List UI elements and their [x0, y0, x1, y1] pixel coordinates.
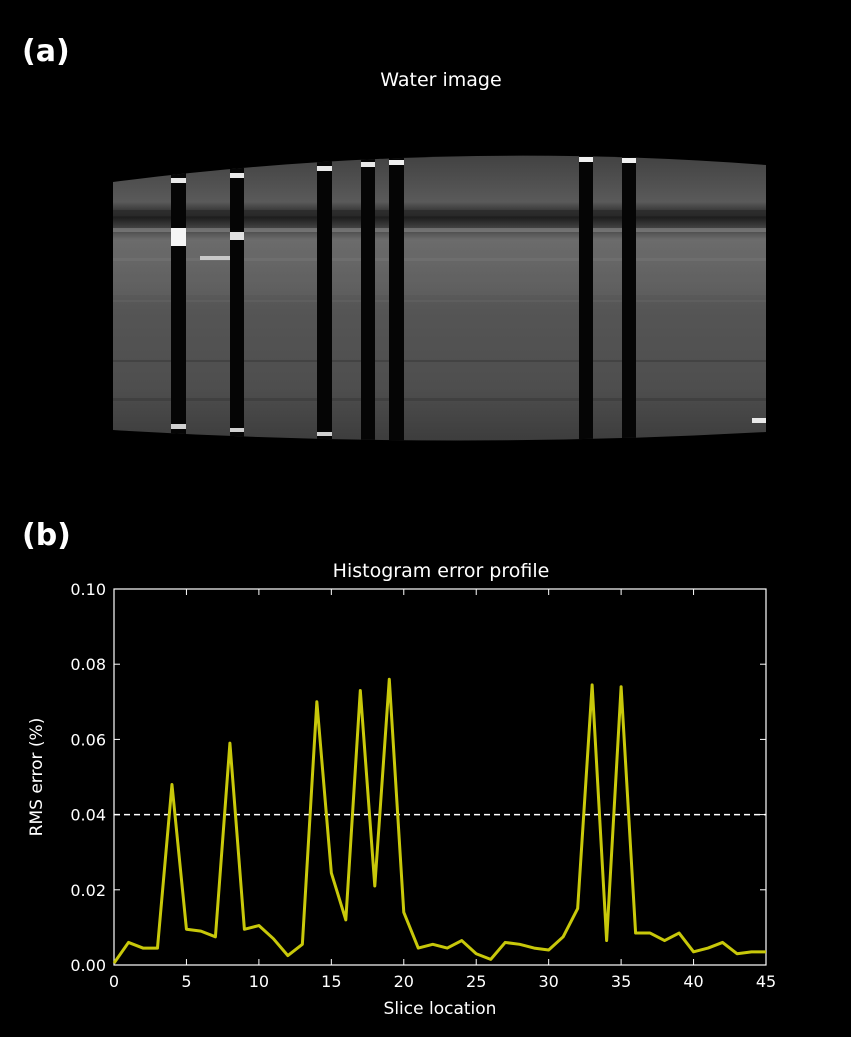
x-tick-label: 40 [683, 972, 703, 991]
series-line [112, 677, 766, 964]
water-image [113, 155, 766, 441]
x-tick-label: 15 [321, 972, 341, 991]
y-tick-label: 0.02 [70, 881, 106, 900]
water-image-figure: Water image [113, 69, 766, 441]
x-tick-label: 25 [466, 972, 486, 991]
water-image-title: Water image [380, 69, 501, 91]
plot-frame [113, 588, 767, 966]
y-tick-label: 0.06 [70, 730, 106, 749]
x-axis: 0 5 10 15 20 25 30 35 40 45 [109, 589, 776, 991]
panel-a-label: (a) [22, 34, 70, 69]
y-tick-label: 0.10 [70, 580, 106, 599]
x-tick-label: 10 [249, 972, 269, 991]
y-tick-label: 0.00 [70, 956, 106, 975]
y-axis: 0.00 0.02 0.04 0.06 0.08 0.10 [70, 580, 766, 975]
y-axis-label: RMS error (%) [27, 718, 47, 837]
x-tick-label: 30 [538, 972, 558, 991]
x-tick-label: 5 [181, 972, 191, 991]
chart-title: Histogram error profile [333, 560, 550, 582]
x-tick-label: 35 [611, 972, 631, 991]
x-tick-label: 0 [109, 972, 119, 991]
x-axis-label: Slice location [384, 999, 497, 1019]
x-tick-label: 20 [394, 972, 414, 991]
y-tick-label: 0.04 [70, 806, 106, 825]
panel-b-label: (b) [22, 518, 71, 553]
x-tick-label: 45 [756, 972, 776, 991]
y-tick-label: 0.08 [70, 655, 106, 674]
